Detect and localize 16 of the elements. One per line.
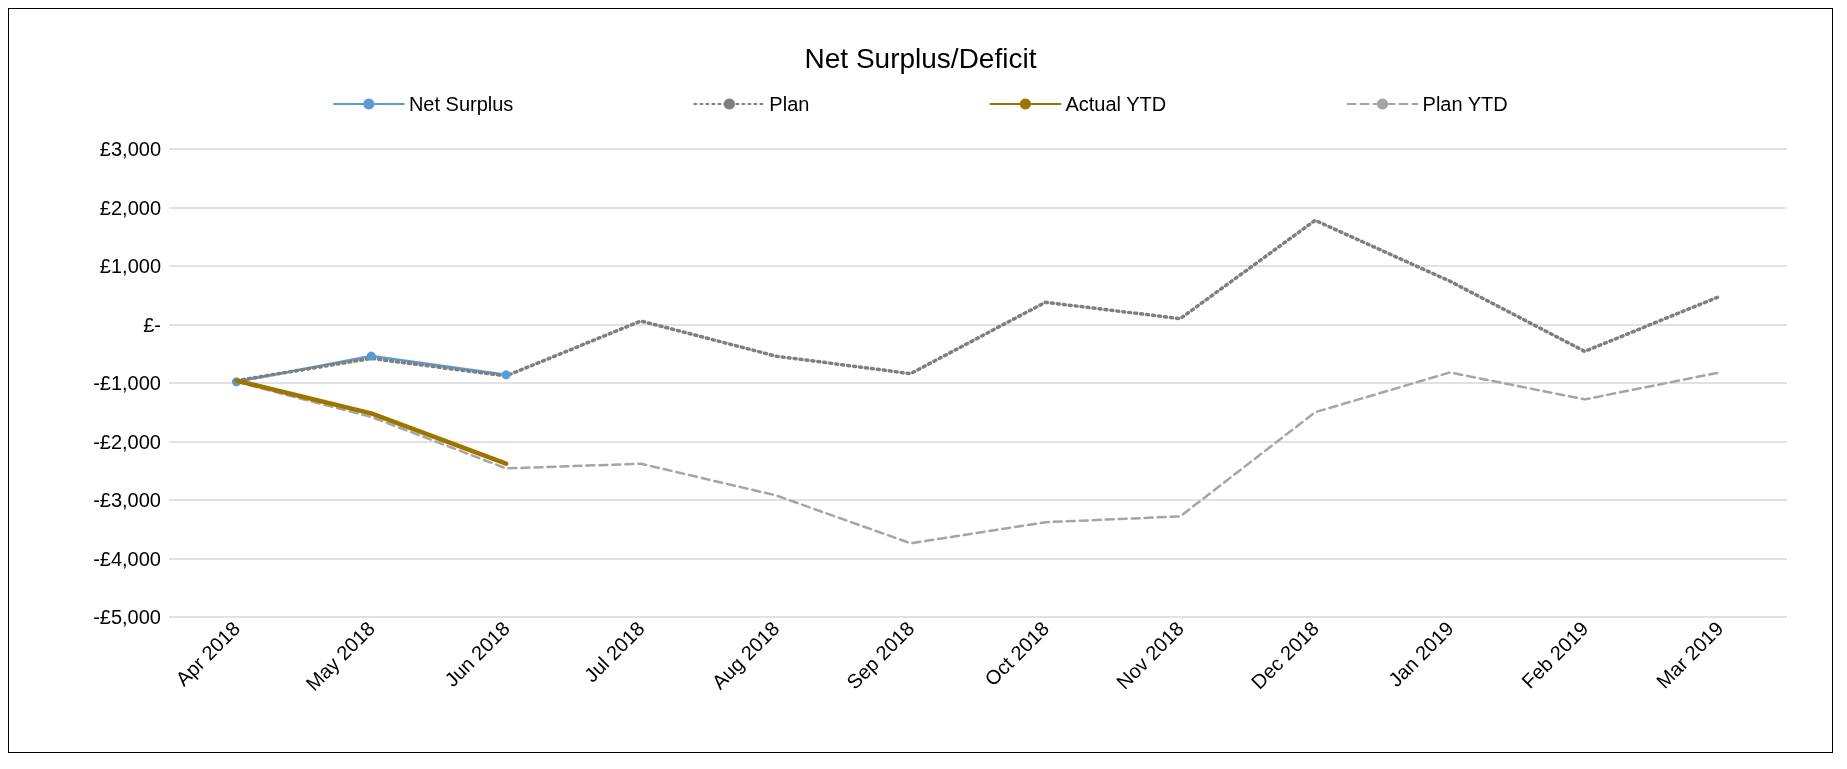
legend-label: Plan: [769, 93, 810, 115]
legend-label: Plan YTD: [1422, 93, 1508, 115]
point: [501, 370, 511, 380]
y-tick-label: £-: [143, 313, 161, 336]
legend-label: Net Surplus: [408, 93, 514, 115]
y-tick-label: -£4,000: [93, 547, 161, 570]
chart-title: Net Surplus/Deficit: [804, 42, 1037, 74]
y-tick-label: -£1,000: [93, 372, 161, 394]
legend-label: Actual YTD: [1065, 93, 1167, 115]
point: [366, 351, 376, 361]
y-tick-label: -£5,000: [93, 606, 161, 628]
y-tick-label: -£3,000: [93, 489, 161, 511]
y-tick-label: £3,000: [99, 138, 161, 160]
y-tick-label: £1,000: [99, 255, 161, 277]
y-tick-label: £2,000: [99, 196, 161, 219]
y-tick-label: -£2,000: [93, 430, 161, 453]
